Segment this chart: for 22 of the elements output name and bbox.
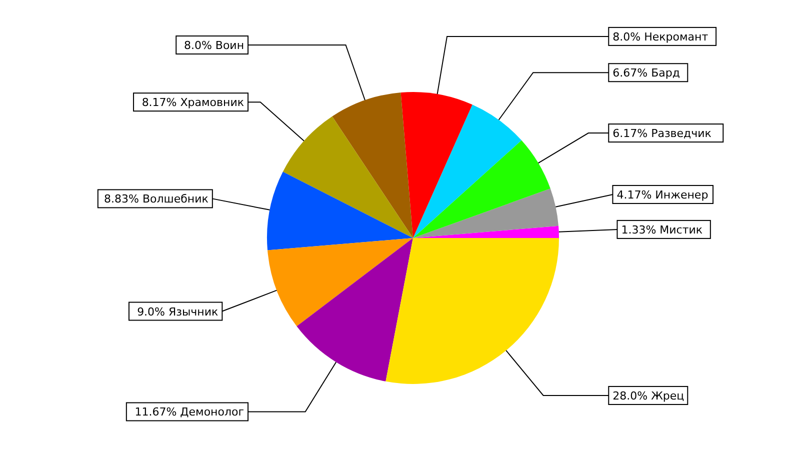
pie-slice bbox=[332, 92, 413, 238]
pie-slice bbox=[400, 92, 472, 238]
slice-label: 8.0% Некромант bbox=[612, 30, 709, 44]
slice-label: 4.17% Инженер bbox=[616, 188, 708, 202]
pie-slice bbox=[413, 226, 559, 238]
slice-label: 1.33% Мистик bbox=[621, 223, 703, 236]
slice-label: 11.67% Демонолог bbox=[134, 406, 244, 419]
slice-label: 9.0% Язычник bbox=[137, 305, 219, 318]
slice-label: 8.0% Воин bbox=[184, 38, 244, 52]
slice-label: 6.67% Бард bbox=[612, 66, 680, 80]
pie-slice bbox=[296, 238, 413, 382]
pie-slice bbox=[413, 104, 522, 238]
pie-slice bbox=[267, 172, 413, 250]
pie-slice bbox=[268, 238, 413, 326]
pie-slice bbox=[413, 140, 550, 238]
slice-label: 8.83% Волшебник bbox=[104, 192, 209, 206]
pie-slice bbox=[413, 188, 558, 238]
pie-slice bbox=[386, 238, 559, 384]
slice-label: 6.17% Разведчик bbox=[612, 127, 712, 140]
pie-slice bbox=[282, 116, 413, 238]
slice-label: 8.17% Храмовник bbox=[142, 96, 244, 110]
slice-label: 28.0% Жрец bbox=[612, 389, 684, 402]
